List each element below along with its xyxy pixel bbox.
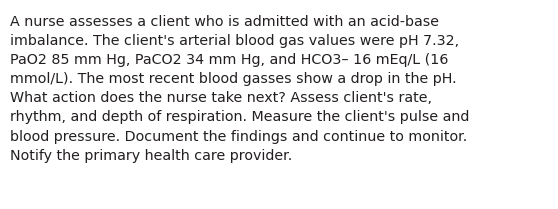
Text: A nurse assesses a client who is admitted with an acid-base
imbalance. The clien: A nurse assesses a client who is admitte… (10, 15, 469, 163)
